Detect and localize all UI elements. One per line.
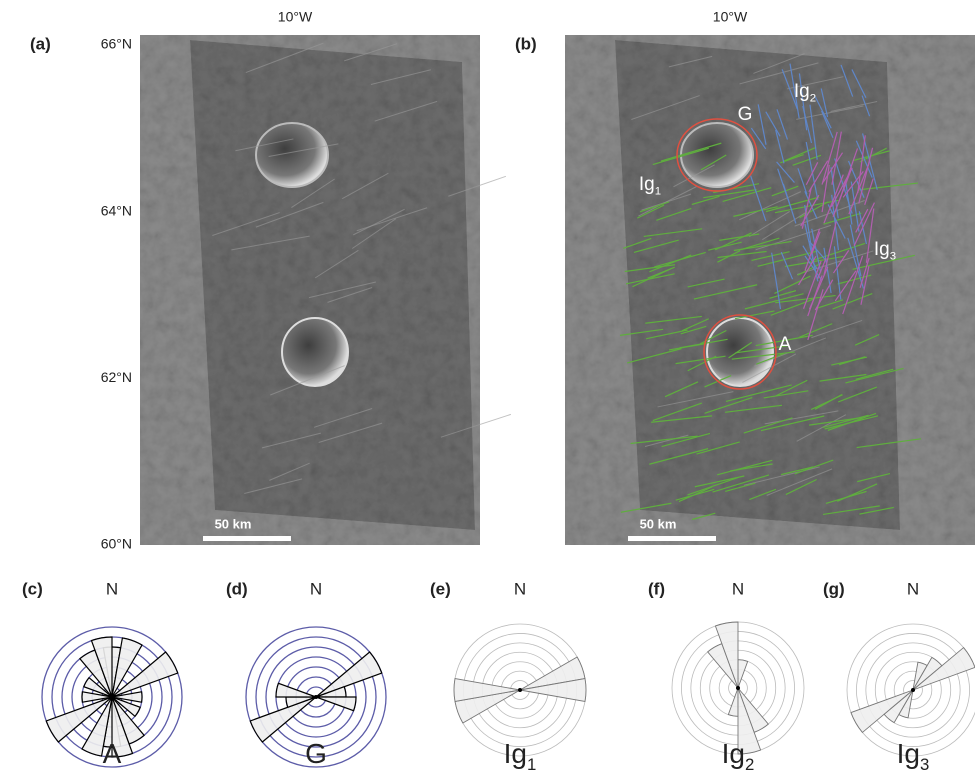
panel-label: (b) <box>515 34 537 53</box>
rose-chart: (e) N Ig1 <box>430 579 586 773</box>
rose-title: A <box>103 738 122 769</box>
north-label: N <box>514 579 526 598</box>
text-main: G <box>738 104 753 125</box>
crater <box>282 318 348 386</box>
map-strip <box>190 40 475 530</box>
text-main: Ig <box>897 738 920 769</box>
text-main: Ig <box>794 81 810 102</box>
center-dot <box>314 695 318 699</box>
panel-label: (d) <box>226 579 248 598</box>
longitude-label: 10°W <box>278 9 313 25</box>
petal <box>316 697 356 711</box>
north-label: N <box>310 579 322 598</box>
scale-bar <box>203 536 291 541</box>
text-main: Ig <box>504 738 527 769</box>
rose-diagrams: (c)NA(d)NG(e)NIg1(f)NIg2(g)NIg3 <box>22 579 975 773</box>
scale-bar-label: 50 km <box>215 516 252 531</box>
center-dot <box>911 688 915 692</box>
text-sub: 2 <box>745 755 754 773</box>
rose-chart: (g) N Ig3 <box>823 579 975 773</box>
rose-chart: (f) N Ig2 <box>648 579 804 773</box>
rose-title: G <box>305 738 327 769</box>
scale-bar <box>628 536 716 541</box>
feature-label: A <box>779 334 792 355</box>
map-panel: (a) 10°W 50 km <box>30 9 511 545</box>
text-sub: 1 <box>655 186 661 198</box>
crater <box>256 123 328 187</box>
rose-chart: (d) N G <box>226 579 386 769</box>
text-main: A <box>103 738 122 769</box>
center-dot <box>736 686 740 690</box>
lat-tick-label: 62°N <box>101 369 132 385</box>
panel-label: (c) <box>22 579 43 598</box>
lat-tick-label: 64°N <box>101 202 132 218</box>
text-sub: 3 <box>890 251 896 263</box>
feature-label: G <box>738 104 753 125</box>
scale-bar-label: 50 km <box>640 516 677 531</box>
center-dot <box>110 695 114 699</box>
lat-tick-label: 66°N <box>101 36 132 52</box>
text-sub: 3 <box>920 755 929 773</box>
longitude-label: 10°W <box>713 9 748 25</box>
panel-label: (g) <box>823 579 845 598</box>
text-main: G <box>305 738 327 769</box>
rose-title: Ig1 <box>504 738 537 773</box>
panel-label: (e) <box>430 579 451 598</box>
center-dot <box>518 688 522 692</box>
panel-label: (f) <box>648 579 665 598</box>
maps: 66°N64°N62°N60°N(a)10°W50 kmGIg1Ig2Ig3A(… <box>30 9 975 552</box>
rose-chart: (c) N A <box>22 579 182 769</box>
north-label: N <box>907 579 919 598</box>
map-strip <box>615 40 900 530</box>
north-label: N <box>106 579 118 598</box>
rose-title: Ig3 <box>897 738 930 773</box>
text-sub: 1 <box>527 755 536 773</box>
text-main: Ig <box>722 738 745 769</box>
petal <box>276 683 316 697</box>
text-main: Ig <box>639 174 655 195</box>
text-main: A <box>779 334 792 355</box>
north-label: N <box>732 579 744 598</box>
lat-tick-label: 60°N <box>101 536 132 552</box>
text-main: Ig <box>874 239 890 260</box>
text-sub: 2 <box>810 93 816 105</box>
panel-label: (a) <box>30 34 51 53</box>
figure: 66°N64°N62°N60°N(a)10°W50 kmGIg1Ig2Ig3A(… <box>0 0 975 773</box>
